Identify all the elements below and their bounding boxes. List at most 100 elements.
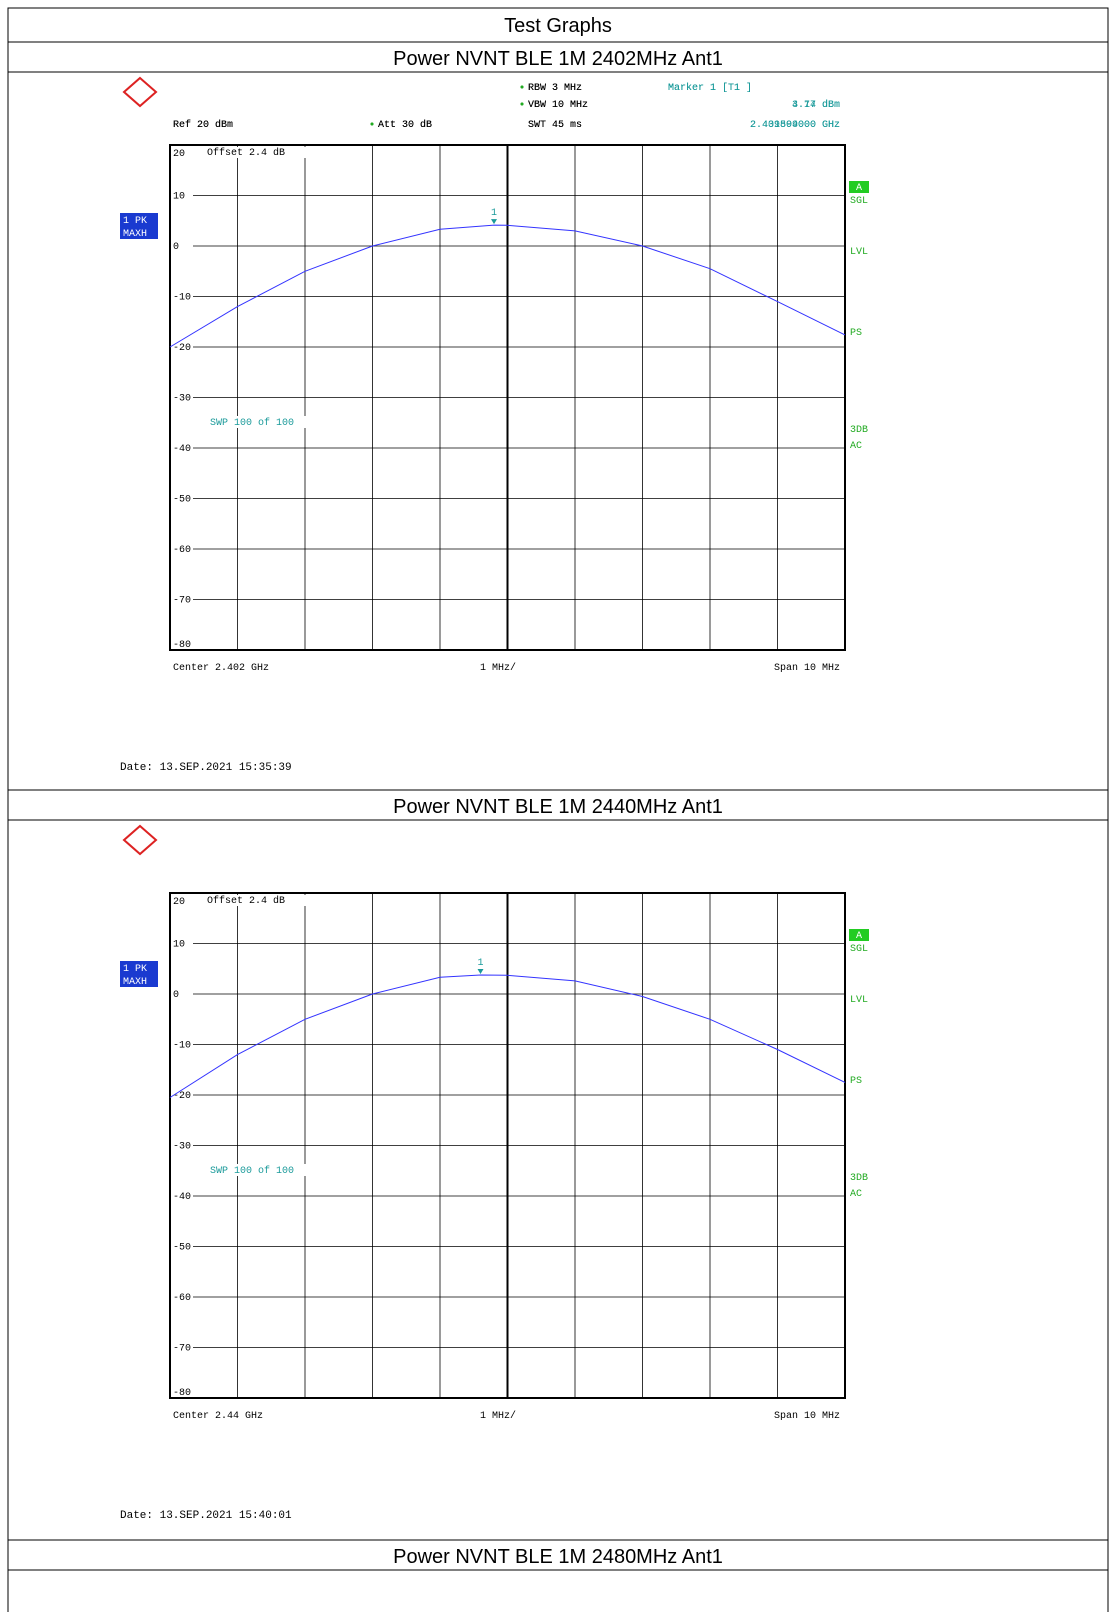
- side-label: LVL: [850, 247, 868, 258]
- div: 1 MHz/: [480, 662, 516, 674]
- side-label: 3DB: [850, 425, 868, 436]
- ref: Ref 20 dBm: [173, 119, 233, 131]
- table-border: [7, 7, 1109, 1612]
- y-tick-label: -30: [173, 394, 191, 405]
- span: Span 10 MHz: [774, 1411, 840, 1422]
- swt: SWT 45 ms: [528, 120, 582, 131]
- trace-label: 1 PK: [123, 216, 147, 227]
- side-label: SGL: [850, 196, 868, 207]
- marker: [491, 219, 497, 225]
- section-title: Power NVNT BLE 1M 2480MHz Ant1: [393, 1546, 723, 1568]
- y-tick-label: -50: [173, 495, 191, 506]
- side-label: A: [856, 931, 862, 942]
- marker-level: 3.77 dBm: [792, 99, 840, 111]
- tick-label-bg: [171, 1191, 193, 1201]
- y-tick-label: 0: [173, 990, 179, 1001]
- plot-frame: [169, 892, 846, 1399]
- tick-label-bg: [171, 1039, 193, 1050]
- tick-label-bg: [171, 241, 193, 251]
- logo: [122, 76, 158, 108]
- tick-label-bg: [171, 1342, 193, 1353]
- marker-id: 1: [477, 958, 483, 969]
- y-tick-label: 20: [173, 897, 185, 908]
- date: Date: 13.SEP.2021 15:35:39: [120, 762, 292, 774]
- marker: Marker 1 [T1 ]: [668, 82, 752, 94]
- setting-flag: [520, 85, 524, 89]
- trace-label: 1 PK: [123, 964, 147, 975]
- tick-label-bg: [171, 989, 193, 999]
- side-label: AC: [850, 1189, 862, 1200]
- y-tick-label: 20: [173, 149, 185, 160]
- y-tick-label: -10: [173, 293, 191, 304]
- tick-label-bg: [171, 190, 193, 201]
- side-label-bg: [849, 929, 869, 941]
- tick-label-bg: [171, 1241, 193, 1252]
- side-label: 3DB: [850, 1173, 868, 1184]
- div: 1 MHz/: [480, 1410, 516, 1422]
- marker-freq: 2.401804000 GHz: [750, 120, 840, 131]
- tick-label-bg: [171, 443, 193, 453]
- tick-label-bg: [171, 639, 193, 649]
- page-title: Test Graphs: [504, 15, 612, 37]
- marker: [477, 968, 484, 974]
- offset: Offset 2.4 dB: [207, 895, 285, 907]
- tick-label-bg: [171, 896, 193, 906]
- trace-label-bg: [120, 961, 158, 987]
- y-tick-label: -50: [173, 1243, 191, 1254]
- ref: Ref 20 dBm: [173, 119, 233, 131]
- rbw: RBW 3 MHz: [528, 83, 582, 94]
- tick-label-bg: [171, 1090, 193, 1100]
- offset: Offset 2.4 dB: [207, 147, 285, 159]
- side-label: SGL: [850, 944, 868, 955]
- att: Att 30 dB: [378, 119, 432, 131]
- y-tick-label: 10: [173, 192, 185, 203]
- span: Span 10 MHz: [774, 663, 840, 674]
- marker: Marker 1 [T1 ]: [668, 82, 752, 94]
- trace-label-bg: [120, 213, 158, 239]
- tick-label-bg: [171, 1140, 193, 1151]
- side-label: A: [856, 183, 862, 194]
- side-label: LVL: [850, 995, 868, 1006]
- y-tick-label: -80: [173, 640, 191, 651]
- vbw: VBW 10 MHz: [528, 100, 588, 111]
- sweep: SWP 100 of 100: [210, 417, 294, 429]
- sweep-bg: [208, 416, 368, 428]
- y-tick-label: -40: [173, 1192, 191, 1203]
- swt: SWT 45 ms: [528, 120, 582, 131]
- marker-level: 4.14 dBm: [792, 99, 840, 111]
- center: Center 2.402 GHz: [173, 663, 269, 674]
- y-tick-label: -60: [173, 545, 191, 556]
- detector: MAXH: [123, 229, 147, 240]
- tick-label-bg: [171, 392, 193, 403]
- att: Att 30 dB: [378, 119, 432, 131]
- y-tick-label: -80: [173, 1388, 191, 1399]
- rbw: RBW 3 MHz: [528, 83, 582, 94]
- y-tick-label: -20: [173, 343, 191, 354]
- side-label: AC: [850, 441, 862, 452]
- date: Date: 13.SEP.2021 15:40:01: [120, 1510, 292, 1522]
- tick-label-bg: [171, 1292, 193, 1302]
- y-tick-label: 0: [173, 242, 179, 253]
- sweep-bg: [208, 1164, 368, 1176]
- y-tick-label: -30: [173, 1142, 191, 1153]
- tick-label-bg: [171, 1387, 193, 1397]
- tick-label-bg: [171, 291, 193, 302]
- center: Center 2.44 GHz: [173, 1411, 263, 1422]
- y-tick-label: -10: [173, 1041, 191, 1052]
- tick-label-bg: [171, 544, 193, 554]
- trace: [169, 224, 846, 348]
- section-title: Power NVNT BLE 1M 2402MHz Ant1: [393, 48, 723, 70]
- section-title: Power NVNT BLE 1M 2440MHz Ant1: [393, 796, 723, 818]
- tick-label-bg: [171, 493, 193, 504]
- offset-bg: [205, 147, 335, 158]
- y-tick-label: -70: [173, 1344, 191, 1355]
- setting-flag: [520, 102, 524, 106]
- setting-flag: [370, 122, 374, 126]
- marker-id: 1: [491, 208, 497, 219]
- side-label: PS: [850, 328, 862, 339]
- side-label: PS: [850, 1076, 862, 1087]
- trace: [169, 974, 846, 1098]
- tick-label-bg: [171, 938, 193, 949]
- y-tick-label: 10: [173, 940, 185, 951]
